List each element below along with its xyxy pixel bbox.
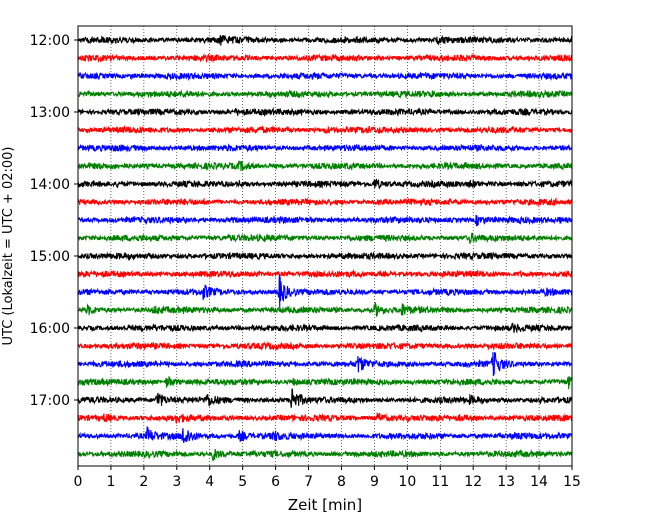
trace-1430 bbox=[77, 214, 573, 227]
x-tick-label: 7 bbox=[304, 474, 313, 490]
y-tick-label: 13:00 bbox=[30, 105, 70, 121]
seismic-traces bbox=[77, 34, 573, 462]
x-tick-label: 5 bbox=[238, 474, 247, 490]
x-tick-label: 1 bbox=[106, 474, 115, 490]
trace-1500 bbox=[77, 251, 573, 262]
trace-1345 bbox=[77, 160, 573, 172]
x-tick-label: 10 bbox=[398, 474, 416, 490]
grid-lines bbox=[110, 26, 540, 466]
trace-1730 bbox=[77, 426, 573, 444]
trace-1600 bbox=[77, 322, 573, 334]
y-tick-label: 17:00 bbox=[30, 393, 70, 409]
x-tick-label: 15 bbox=[563, 474, 581, 490]
trace-1445 bbox=[77, 232, 573, 244]
trace-1215 bbox=[77, 52, 573, 64]
x-tick-label: 8 bbox=[337, 474, 346, 490]
y-tick-label: 16:00 bbox=[30, 321, 70, 337]
x-tick-label: 0 bbox=[74, 474, 83, 490]
trace-1545 bbox=[77, 302, 573, 317]
trace-1630 bbox=[77, 352, 573, 377]
trace-1230 bbox=[77, 71, 573, 82]
x-tick-label: 14 bbox=[530, 474, 548, 490]
x-tick-label: 9 bbox=[370, 474, 379, 490]
trace-1245 bbox=[77, 89, 573, 99]
trace-1415 bbox=[77, 197, 573, 207]
trace-1200 bbox=[77, 34, 573, 46]
x-tick-label: 4 bbox=[205, 474, 214, 490]
trace-1330 bbox=[77, 143, 573, 153]
trace-1400 bbox=[77, 178, 573, 190]
plot-frame bbox=[77, 25, 573, 467]
trace-1745 bbox=[77, 448, 573, 462]
trace-1300 bbox=[77, 106, 573, 118]
trace-1530 bbox=[77, 274, 573, 308]
trace-1615 bbox=[77, 340, 573, 351]
x-tick-label: 11 bbox=[431, 474, 449, 490]
y-axis-ticks: 12:00 13:00 14:00 15:00 16:00 17:00 bbox=[30, 33, 78, 409]
x-tick-label: 3 bbox=[172, 474, 181, 490]
x-tick-label: 12 bbox=[464, 474, 482, 490]
y-tick-label: 15:00 bbox=[30, 249, 70, 265]
y-tick-label: 12:00 bbox=[30, 33, 70, 49]
trace-1645 bbox=[77, 376, 573, 390]
trace-1315 bbox=[77, 124, 573, 135]
trace-1700 bbox=[77, 388, 573, 408]
x-tick-label: 13 bbox=[497, 474, 515, 490]
trace-1515 bbox=[77, 268, 573, 279]
x-tick-label: 6 bbox=[271, 474, 280, 490]
x-axis-ticks: 0 1 2 3 4 5 6 7 8 9 10 11 12 13 14 15 bbox=[74, 466, 581, 490]
trace-1715 bbox=[77, 412, 573, 424]
y-axis-label: UTC (Lokalzeit = UTC + 02:00) bbox=[1, 147, 16, 346]
y-tick-label: 14:00 bbox=[30, 177, 70, 193]
x-axis-label: Zeit [min] bbox=[288, 496, 362, 514]
x-tick-label: 2 bbox=[139, 474, 148, 490]
